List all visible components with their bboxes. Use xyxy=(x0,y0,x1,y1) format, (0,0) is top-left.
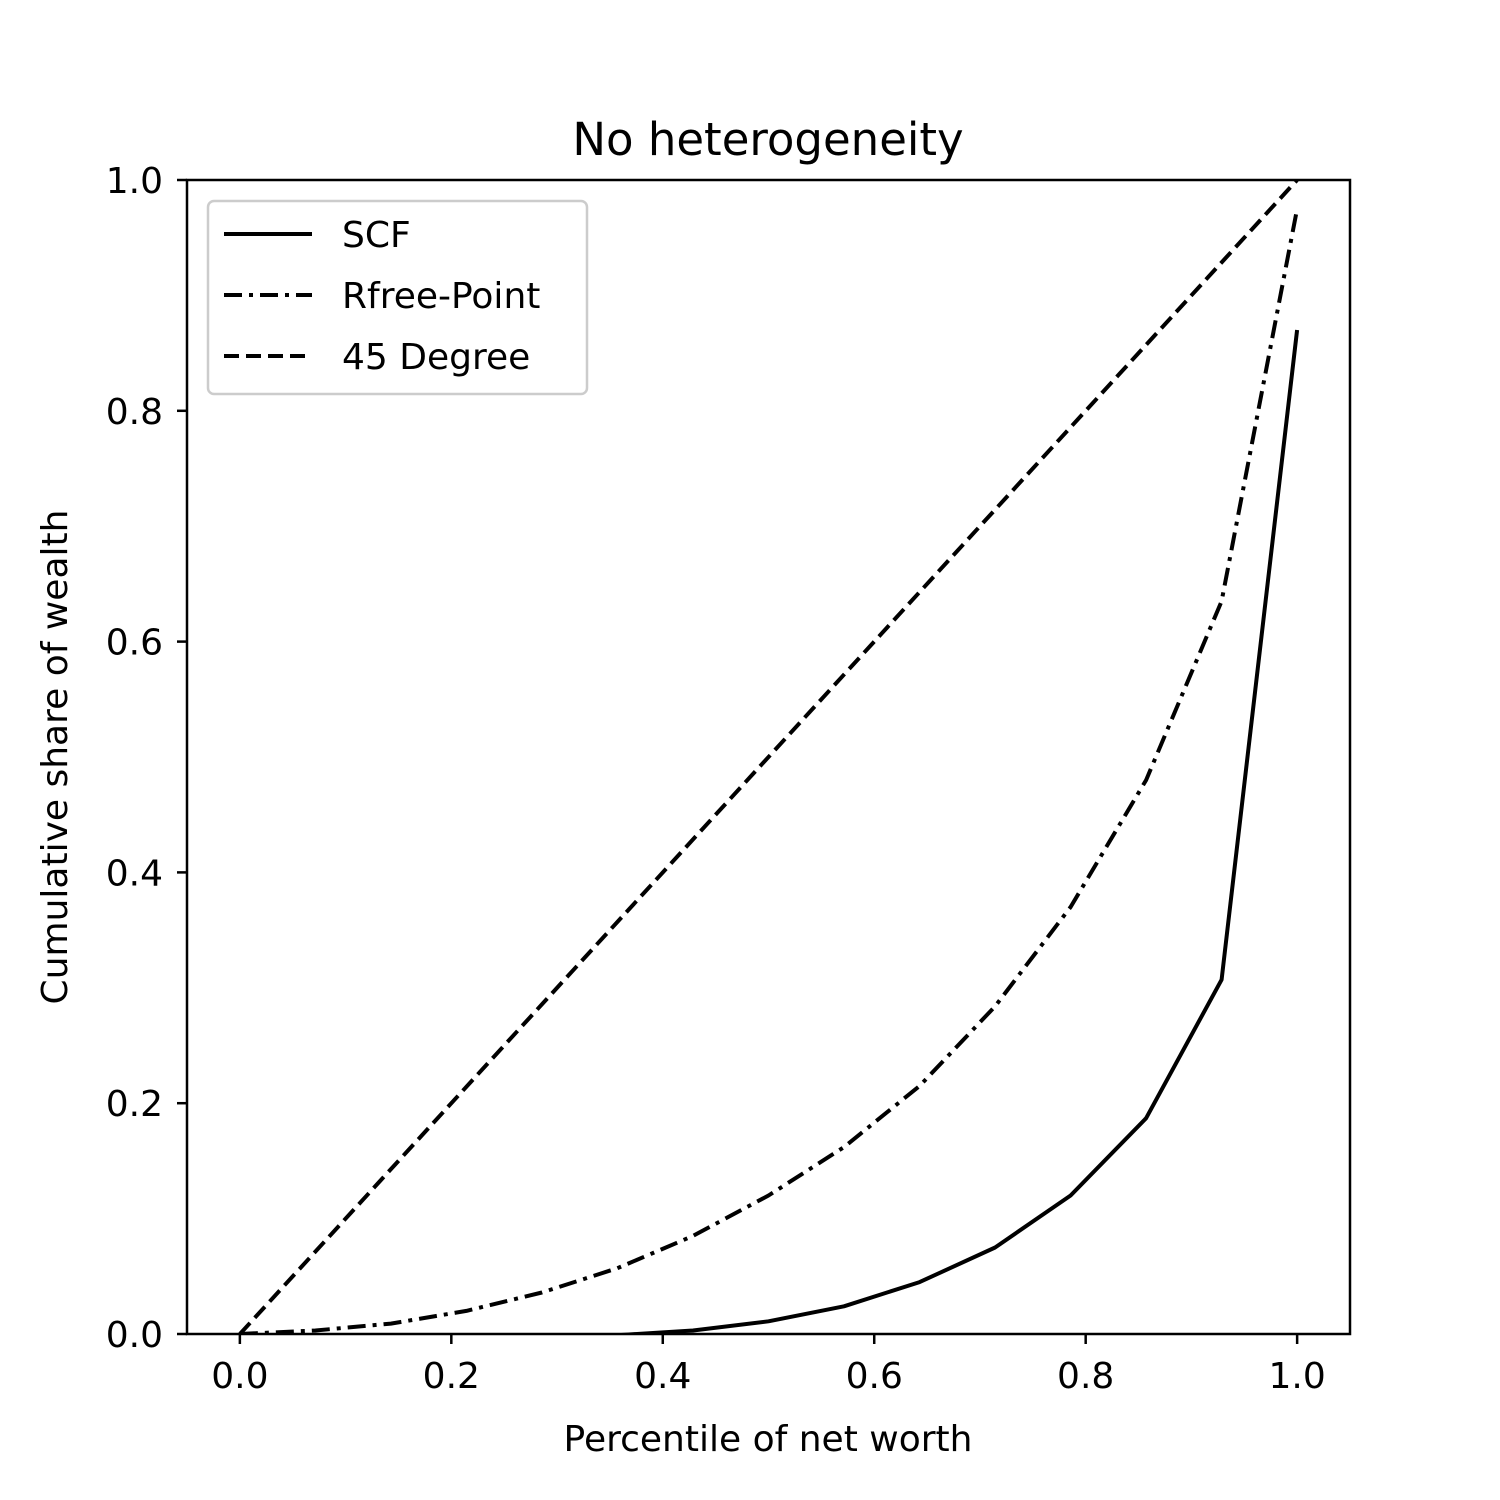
legend-entry-label: SCF xyxy=(342,215,411,256)
y-axis: 0.0 0.2 0.4 0.6 0.8 1.0 xyxy=(106,161,187,1356)
x-tick-label: 0.6 xyxy=(846,1356,903,1397)
x-tick-label: 0.0 xyxy=(211,1356,268,1397)
series-line-45-degree xyxy=(238,180,1299,1334)
series-line-rfree-point xyxy=(239,208,1300,1334)
x-tick-label: 0.2 xyxy=(423,1356,480,1397)
y-tick-label: 0.4 xyxy=(106,853,163,894)
legend-entry-label: Rfree-Point xyxy=(342,276,540,317)
series-line-scf xyxy=(599,329,1300,1334)
legend-box xyxy=(206,199,589,396)
plot-frame xyxy=(185,178,1352,1336)
x-axis-label: Percentile of net worth xyxy=(564,1419,973,1460)
x-tick-label: 0.8 xyxy=(1057,1356,1114,1397)
legend-entry-label: 45 Degree xyxy=(342,337,530,378)
y-tick-label: 1.0 xyxy=(106,161,163,202)
legend: SCF Rfree-Point 45 Degree xyxy=(206,199,589,396)
y-tick-label: 0.0 xyxy=(106,1315,163,1356)
y-axis-label: Cumulative share of wealth xyxy=(35,510,76,1005)
y-tick-label: 0.6 xyxy=(106,623,163,664)
chart-title: No heterogeneity xyxy=(572,113,963,166)
y-tick-label: 0.2 xyxy=(106,1084,163,1125)
y-tick-label: 0.8 xyxy=(106,392,163,433)
x-tick-label: 0.4 xyxy=(634,1356,691,1397)
x-tick-label: 1.0 xyxy=(1269,1356,1326,1397)
series-layer xyxy=(238,180,1300,1334)
x-axis: 0.0 0.2 0.4 0.6 0.8 1.0 xyxy=(211,1334,1326,1397)
